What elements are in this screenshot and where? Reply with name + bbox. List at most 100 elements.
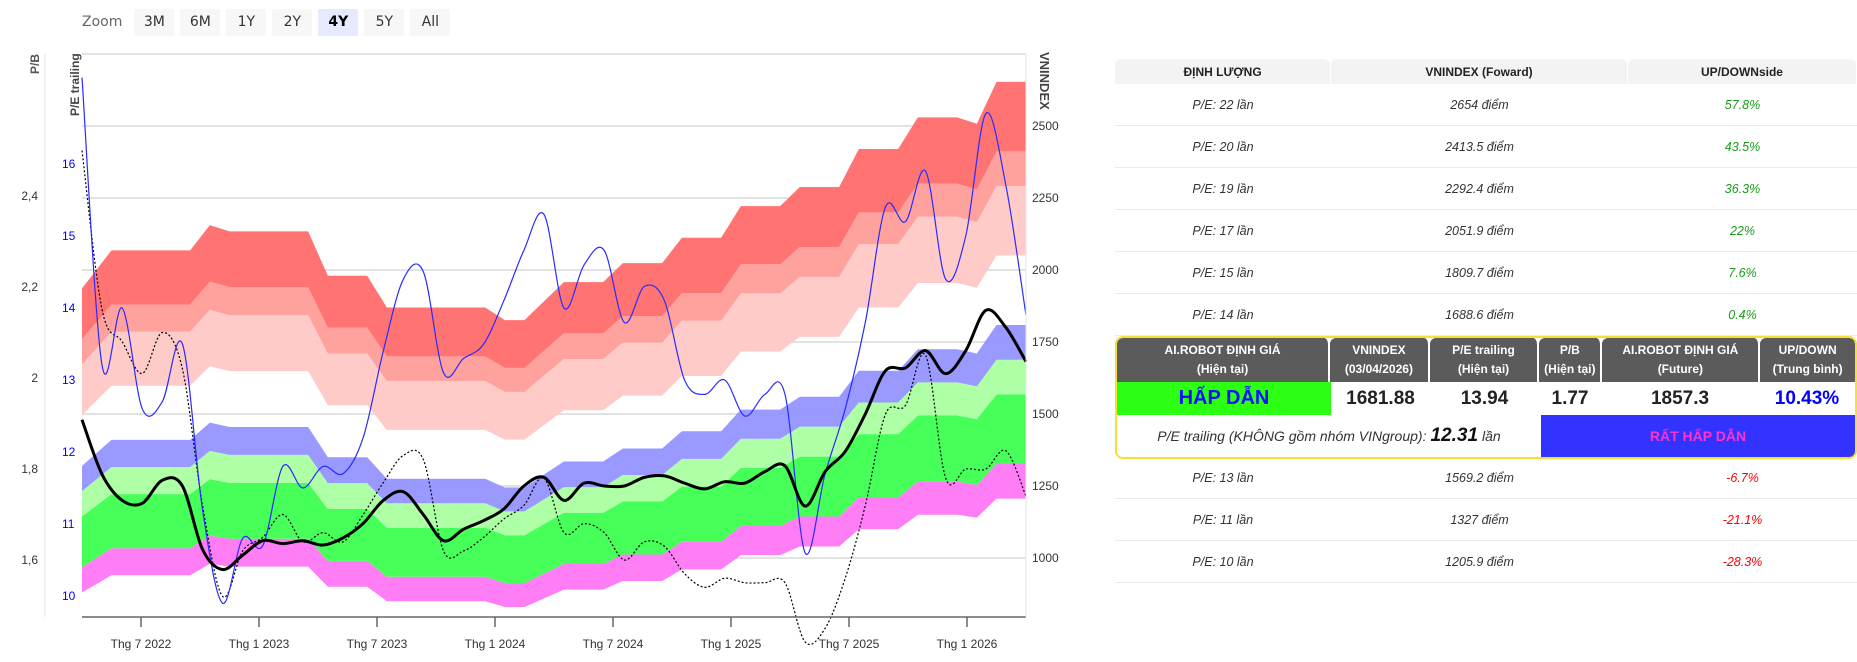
vnindex-tick-label: 1000: [1032, 551, 1059, 565]
table-row: P/E: 14 lần 1688.6 điểm 0.4%: [1115, 294, 1857, 336]
x-tick-label: Thg 7 2025: [819, 637, 880, 651]
updown-value: 10.43%: [1774, 387, 1840, 409]
pb-tick-label: 2,2: [21, 280, 38, 294]
pe-tick-label: 11: [62, 517, 75, 531]
summary-header: AI.ROBOT ĐỊNH GIÁ (Hiện tại) VNINDEX (03/0…: [1117, 338, 1855, 382]
updown-value: 7.6%: [1728, 265, 1757, 280]
summary-header-cell: P/B (Hiện tại): [1539, 338, 1603, 382]
x-tick-label: Thg 7 2022: [111, 637, 172, 651]
pb-tick-label: 1,8: [21, 462, 38, 476]
pe-multiple: P/E: 20 lần: [1192, 139, 1254, 154]
table-row: P/E: 17 lần 2051.9 điểm 22%: [1115, 210, 1857, 252]
pb-value: 1.77: [1551, 387, 1589, 409]
valuation-band-pe-17-19: [82, 186, 1026, 440]
valuation-band-pe-10-11: [82, 463, 1026, 607]
table-row: P/E: 19 lần 2292.4 điểm 36.3%: [1115, 168, 1857, 210]
summary-header-cell: AI.ROBOT ĐỊNH GIÁ (Future): [1602, 338, 1761, 382]
vnindex-tick-label: 2500: [1032, 119, 1059, 133]
header-line: (Hiện tại): [1457, 362, 1510, 376]
table-row: P/E: 20 lần 2413.5 điểm 43.5%: [1115, 126, 1857, 168]
updown-value: -6.7%: [1726, 470, 1759, 485]
zoom-4y-button[interactable]: 4Y: [318, 8, 359, 36]
header-line: AI.ROBOT ĐỊNH GIÁ: [1622, 343, 1739, 357]
summary-values: HẤP DẪN 1681.88 13.94 1.77 1857.3 10.43%: [1117, 382, 1855, 415]
vnindex-forward: 1205.9 điểm: [1445, 554, 1514, 569]
pe-ex-unit: lần: [1482, 428, 1501, 444]
pb-tick-label: 2,4: [21, 189, 38, 203]
header-line: AI.ROBOT ĐỊNH GIÁ: [1164, 343, 1281, 357]
header-line: P/E trailing: [1452, 343, 1515, 357]
series-line-p-b: [81, 150, 1027, 646]
summary-header-cell: P/E trailing (Hiện tại): [1429, 338, 1540, 382]
summary-box: AI.ROBOT ĐỊNH GIÁ (Hiện tại) VNINDEX (03/0…: [1115, 336, 1857, 459]
vnindex-forward: 2654 điểm: [1450, 97, 1509, 112]
future-rating: RẤT HẤP DẪN: [1541, 415, 1855, 457]
pe-tick-label: 10: [62, 589, 76, 603]
header-line: (Hiện tại): [1196, 362, 1249, 376]
zoom-bar: Zoom 3M 6M 1Y 2Y 4Y 5Y All: [82, 8, 451, 36]
table-row: P/E: 22 lần 2654 điểm 57.8%: [1115, 84, 1857, 126]
x-tick-label: Thg 1 2025: [701, 637, 762, 651]
updown-value: 22%: [1729, 223, 1756, 238]
pe-multiple: P/E: 22 lần: [1192, 97, 1254, 112]
valuation-chart: Thg 7 2022 Thg 1 2023 Thg 7 2023 Thg 1 2024…: [21, 52, 1059, 651]
vnindex-forward: 1327 điểm: [1450, 512, 1509, 527]
x-tick-label: Thg 7 2024: [583, 637, 644, 651]
zoom-3m-button[interactable]: 3M: [134, 8, 175, 36]
header-line: (Future): [1657, 362, 1704, 376]
updown-value: 57.8%: [1724, 97, 1761, 112]
pe-multiple: P/E: 15 lần: [1192, 265, 1254, 280]
x-tick-label: Thg 1 2023: [229, 637, 290, 651]
summary-header-cell: AI.ROBOT ĐỊNH GIÁ (Hiện tại): [1117, 338, 1331, 382]
pe-axis-title: P/E trailing: [68, 53, 82, 116]
header-line: (03/04/2026): [1344, 362, 1413, 376]
pe-ex-label: P/E trailing (KHÔNG gồm nhóm VINgroup):: [1157, 428, 1427, 444]
pe-tick-label: 16: [62, 157, 76, 171]
updown-value: 43.5%: [1724, 139, 1761, 154]
pe-ex-value: 12.31: [1430, 425, 1479, 446]
zoom-2y-button[interactable]: 2Y: [272, 8, 313, 36]
header-line: UP/DOWN: [1778, 343, 1837, 357]
header-line: P/B: [1559, 343, 1580, 357]
updown-value: -21.1%: [1722, 512, 1763, 527]
valuation-band-pe-20-22: [82, 81, 1026, 368]
series-line-p-e-trailing: [81, 77, 1027, 604]
pe-tick-label: 15: [62, 229, 76, 243]
header-line: (Hiện tại): [1544, 362, 1596, 376]
table-row: P/E: 13 lần 1569.2 điểm -6.7%: [1115, 457, 1857, 499]
vnindex-axis-title: VNINDEX: [1037, 52, 1052, 110]
pe-multiple: P/E: 10 lần: [1192, 554, 1254, 569]
table-row: P/E: 10 lần 1205.9 điểm -28.3%: [1115, 541, 1857, 583]
table-row: P/E: 15 lần 1809.7 điểm 7.6%: [1115, 252, 1857, 294]
pe-ex-vingroup: P/E trailing (KHÔNG gồm nhóm VINgroup): …: [1117, 415, 1541, 457]
x-tick-label: Thg 7 2023: [347, 637, 408, 651]
vnindex-forward: 2292.4 điểm: [1445, 181, 1514, 196]
pe-tick-label: 13: [62, 373, 76, 387]
updown-value: 36.3%: [1724, 181, 1761, 196]
zoom-1y-button[interactable]: 1Y: [226, 8, 267, 36]
vnindex-forward: 1809.7 điểm: [1445, 265, 1514, 280]
header-updownside: UP/DOWNside: [1627, 59, 1856, 84]
pe-tick-label: 14: [62, 301, 76, 315]
pe-value: 13.94: [1460, 387, 1509, 409]
zoom-6m-button[interactable]: 6M: [180, 8, 221, 36]
pb-tick-label: 1,6: [21, 553, 38, 567]
current-rating: HẤP DẪN: [1117, 382, 1331, 415]
updown-value: 0.4%: [1728, 307, 1757, 322]
valuation-band-pe-13-14: [82, 359, 1026, 536]
summary-header-cell: UP/DOWN (Trung bình): [1760, 338, 1855, 382]
vnindex-tick-label: 1250: [1032, 479, 1059, 493]
pb-tick-label: 2: [31, 371, 38, 385]
pe-multiple: P/E: 19 lần: [1192, 181, 1254, 196]
series-line-vnindex: [80, 308, 1028, 572]
header-dinh-luong: ĐỊNH LƯỢNG: [1115, 59, 1331, 84]
vnindex-tick-label: 2000: [1032, 263, 1059, 277]
zoom-all-button[interactable]: All: [410, 8, 451, 36]
valuation-band-pe-14-15: [82, 325, 1026, 512]
pe-tick-label: 12: [62, 445, 76, 459]
vnindex-tick-label: 1750: [1032, 335, 1059, 349]
updown-value: -28.3%: [1722, 554, 1763, 569]
zoom-5y-button[interactable]: 5Y: [364, 8, 405, 36]
valuation-band-pe-11-13: [82, 394, 1026, 584]
x-tick-label: Thg 1 2024: [465, 637, 526, 651]
